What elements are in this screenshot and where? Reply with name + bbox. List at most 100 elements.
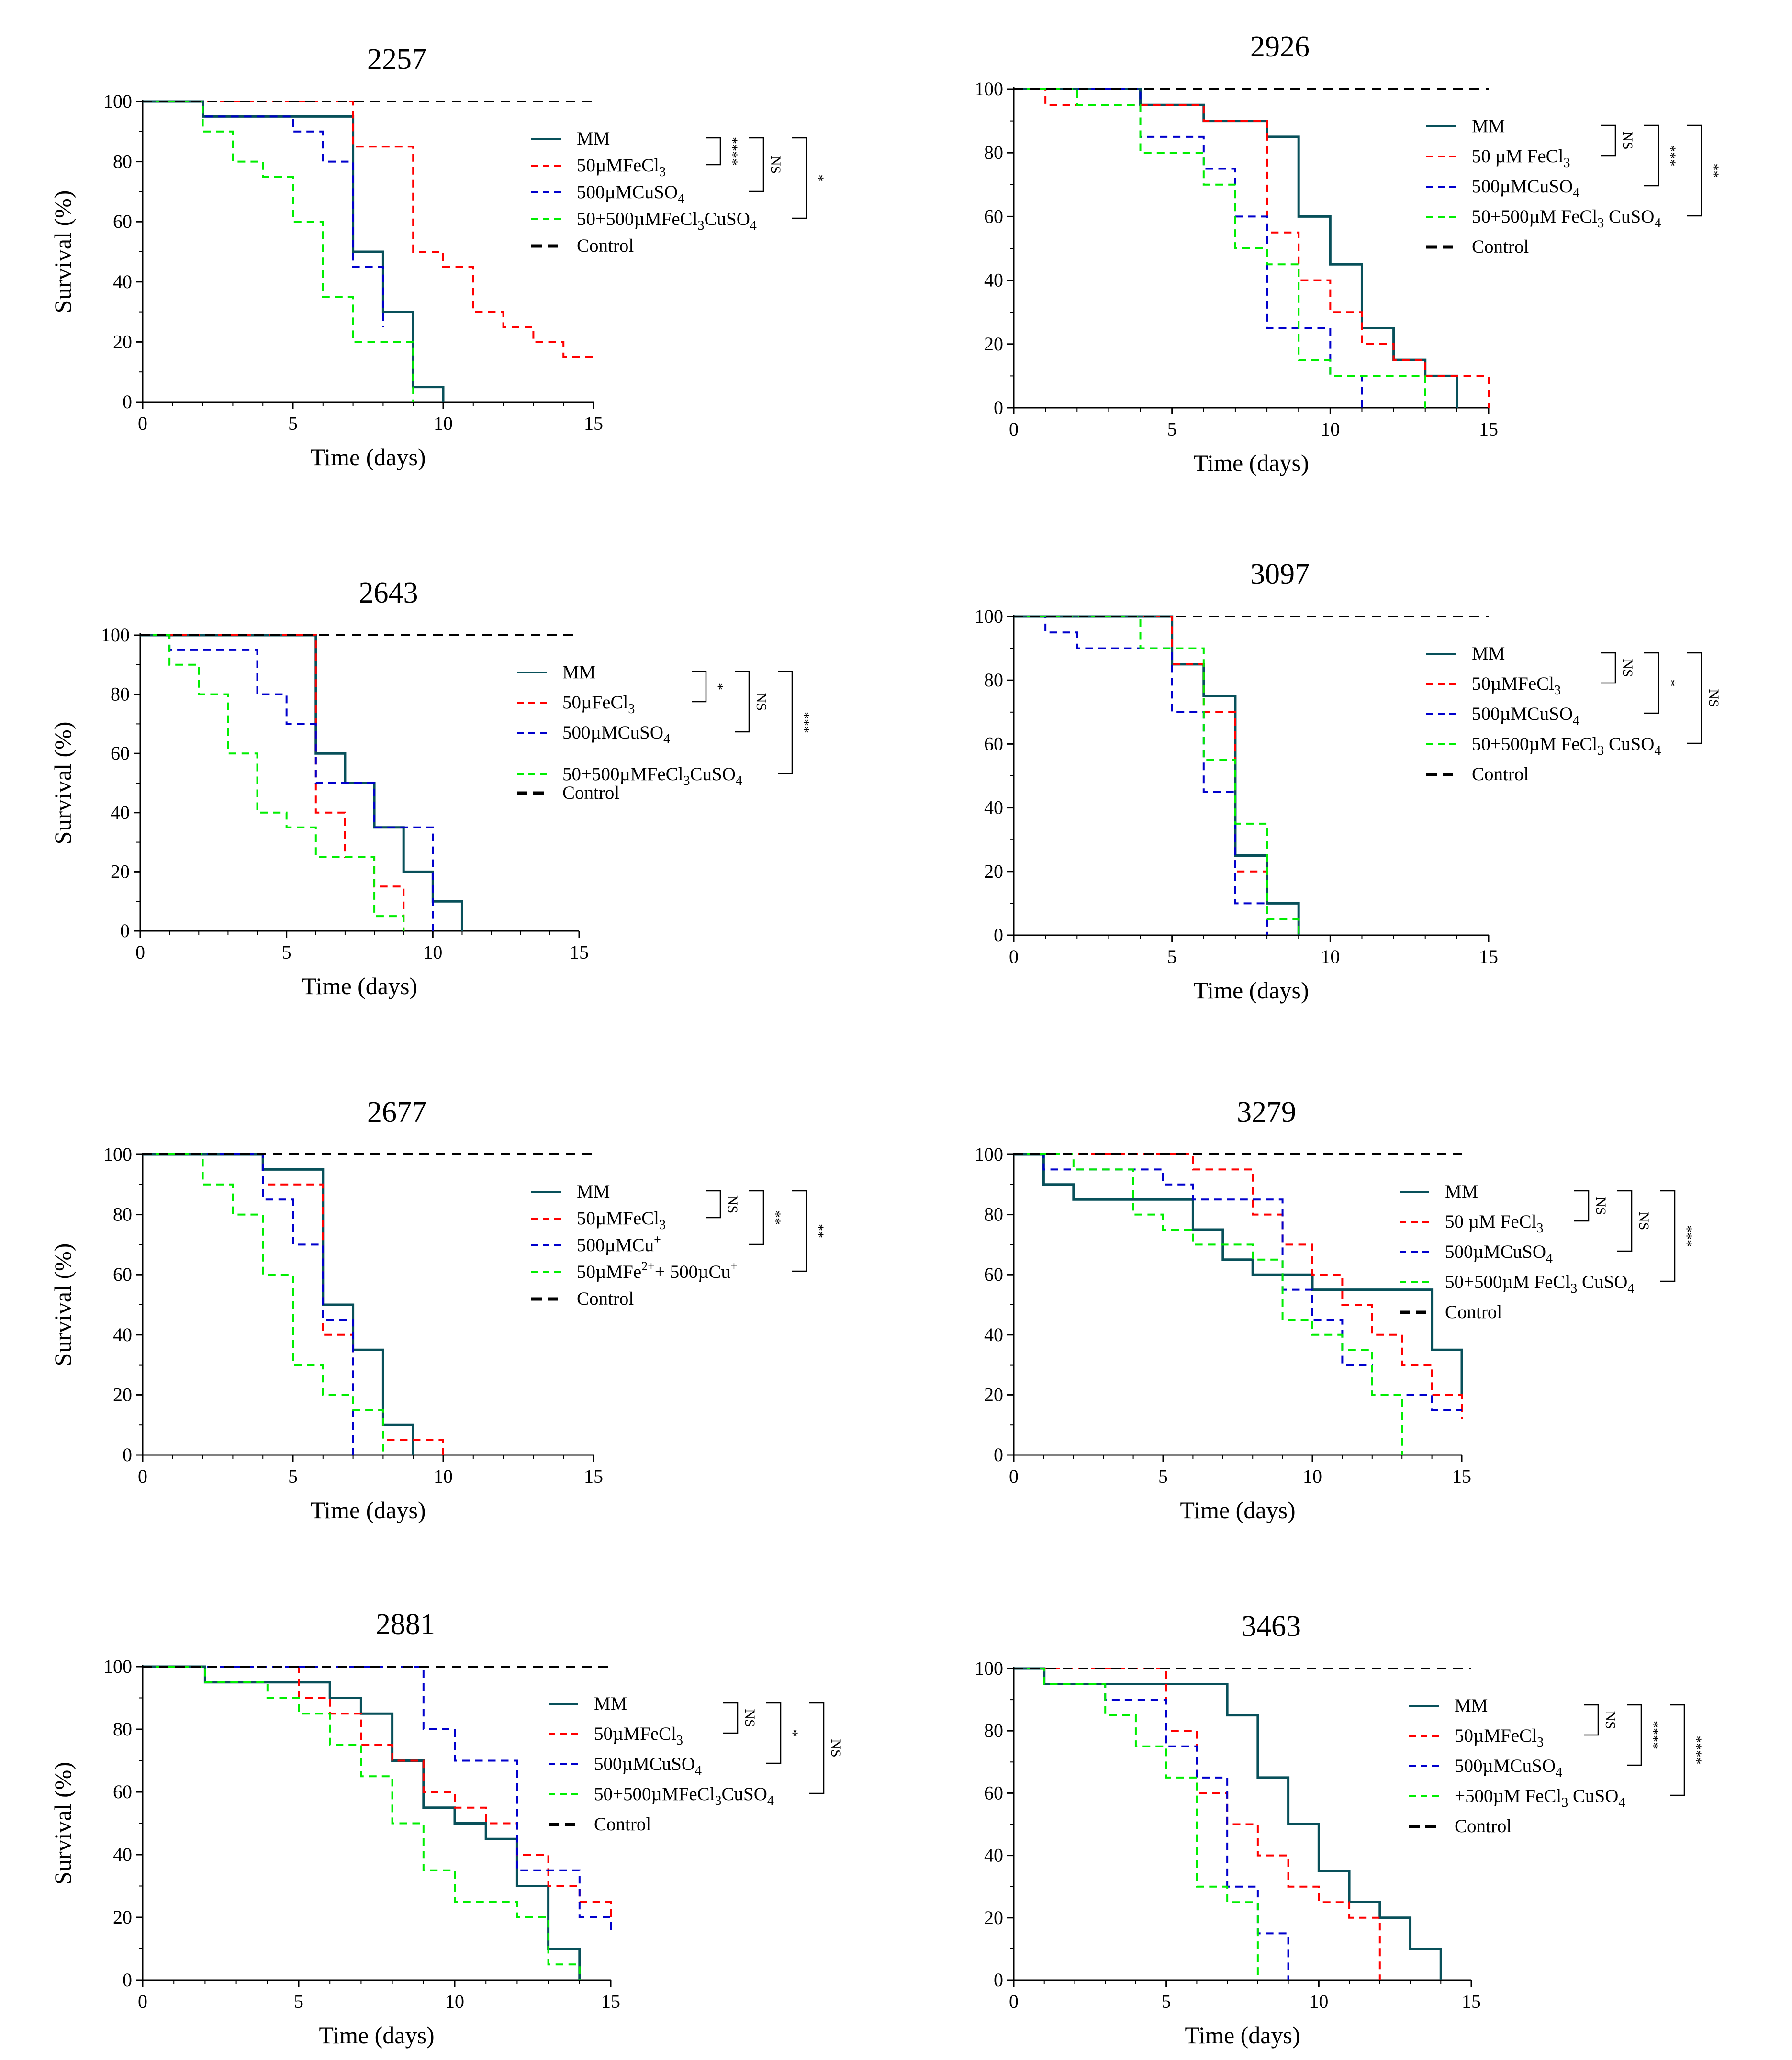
sig-label: ** xyxy=(1706,164,1722,178)
y-axis-label: Survival (%) xyxy=(49,1762,76,1885)
chart-title: 2926 xyxy=(1250,31,1310,63)
legend-label-MM: MM xyxy=(1445,1181,1478,1202)
sig-label: NS xyxy=(742,1709,758,1727)
series-line-Fe xyxy=(1014,88,1490,408)
x-tick-label: 0 xyxy=(138,413,147,434)
legend-label-Fe: 50µFeCl3 xyxy=(562,692,635,717)
series-line-Fe xyxy=(1014,616,1268,935)
sig-label: NS xyxy=(1636,1212,1652,1230)
panel-2677: 2677 0 5 10 15 0 20 40 60 80 100 Time (days) Surviva… xyxy=(49,1096,827,1523)
chart-title: 3463 xyxy=(1242,1610,1301,1643)
y-tick-label: 80 xyxy=(984,669,1003,691)
y-tick-label: 40 xyxy=(984,269,1003,291)
chart-title: 2881 xyxy=(376,1608,435,1641)
x-tick-label: 5 xyxy=(288,1466,298,1487)
series-line-MM xyxy=(1014,1667,1442,1980)
y-tick-label: 60 xyxy=(984,1264,1003,1285)
y-tick-label: 100 xyxy=(101,624,130,646)
x-tick-label: 10 xyxy=(1309,1991,1328,2012)
x-tick-label: 15 xyxy=(1462,1991,1481,2012)
y-axis-label: Survival (%) xyxy=(49,722,76,845)
legend-label-Fe: 50µMFeCl3 xyxy=(594,1724,683,1748)
x-tick-label: 15 xyxy=(1452,1466,1471,1487)
legend-label-Cu: 500µMCuSO4 xyxy=(1445,1242,1553,1266)
y-tick-label: 60 xyxy=(984,733,1003,754)
chart-title: 2677 xyxy=(367,1096,426,1129)
series-line-Cu xyxy=(140,634,434,931)
sig-label: NS xyxy=(753,693,769,711)
legend-label-Control: Control xyxy=(577,235,634,256)
sig-label: NS xyxy=(725,1195,740,1213)
legend-label-Combo: 50+500µM FeCl3 CuSO4 xyxy=(1445,1272,1634,1296)
x-tick-label: 5 xyxy=(282,941,291,963)
series-line-Fe xyxy=(1014,1668,1381,1980)
sig-label: NS xyxy=(1593,1197,1609,1215)
sig-label: * xyxy=(785,1730,801,1737)
y-tick-label: 20 xyxy=(984,861,1003,882)
series-line-Fe xyxy=(143,101,594,358)
panel-3279: 3279 0 5 10 15 0 20 40 60 80 100 Time (days) MM 50 µM… xyxy=(974,1096,1695,1523)
sig-bracket xyxy=(1584,1704,1599,1736)
y-axis-label: Survival (%) xyxy=(49,190,76,313)
series-line-Combo xyxy=(1014,1153,1403,1455)
legend-label-MM: MM xyxy=(1472,643,1505,664)
x-tick-label: 0 xyxy=(1009,1466,1019,1487)
y-tick-label: 20 xyxy=(984,333,1003,355)
sig-bracket xyxy=(792,1190,807,1272)
y-tick-label: 80 xyxy=(113,1204,132,1225)
sig-label: *** xyxy=(1663,145,1679,167)
y-tick-label: 100 xyxy=(974,1657,1003,1679)
legend-label-Cu: 500µMCuSO4 xyxy=(577,182,684,206)
sig-bracket xyxy=(1687,652,1702,744)
y-tick-label: 60 xyxy=(113,1781,132,1802)
x-tick-label: 10 xyxy=(434,413,453,434)
x-tick-label: 0 xyxy=(138,1466,147,1487)
y-tick-label: 100 xyxy=(103,1656,132,1677)
panel-2643: 2643 0 5 10 15 0 20 40 60 80 100 Time (days) Surviva… xyxy=(49,577,812,999)
x-tick-label: 15 xyxy=(1479,418,1498,440)
y-tick-label: 20 xyxy=(111,861,130,882)
sig-bracket xyxy=(723,1702,739,1734)
y-tick-label: 60 xyxy=(113,1264,132,1285)
y-tick-label: 40 xyxy=(113,271,132,292)
legend-label-Cu: 500µMCuSO4 xyxy=(562,722,670,747)
sig-label: **** xyxy=(725,137,740,166)
sig-label: NS xyxy=(1602,1711,1618,1729)
sig-bracket xyxy=(1601,652,1616,684)
legend-label-Fe: 50 µM FeCl3 xyxy=(1445,1211,1544,1236)
legend-label-Fe: 50µMFeCl3 xyxy=(1472,673,1561,698)
sig-bracket xyxy=(692,671,707,703)
x-axis-label: Time (days) xyxy=(319,2022,434,2049)
sig-bracket xyxy=(792,137,807,219)
chart-title: 3279 xyxy=(1237,1096,1296,1129)
y-tick-label: 80 xyxy=(984,142,1003,163)
series-line-Cu xyxy=(143,101,384,327)
sig-bracket xyxy=(1601,124,1616,157)
legend-label-Control: Control xyxy=(1472,236,1529,257)
series-line-Combo xyxy=(1014,1668,1259,1980)
sig-bracket xyxy=(1644,652,1659,714)
legend-label-Fe: 50µMFeCl3 xyxy=(1455,1725,1544,1750)
x-tick-label: 15 xyxy=(570,941,589,963)
y-tick-label: 40 xyxy=(113,1844,132,1865)
sig-label: NS xyxy=(828,1739,844,1757)
legend-label-MM: MM xyxy=(577,128,610,149)
sig-bracket xyxy=(1644,124,1659,187)
legend-label-Combo: 50+500µMFeCl3CuSO4 xyxy=(594,1784,774,1808)
y-tick-label: 0 xyxy=(123,391,132,413)
y-tick-label: 40 xyxy=(984,1845,1003,1866)
x-tick-label: 10 xyxy=(445,1991,464,2012)
series-line-MM xyxy=(1014,615,1300,935)
chart-title: 3097 xyxy=(1250,558,1310,591)
series-line-MM xyxy=(1014,1153,1463,1395)
chart-title: 2643 xyxy=(359,577,418,609)
y-tick-label: 100 xyxy=(974,78,1003,100)
x-tick-label: 0 xyxy=(138,1991,147,2012)
series-line-Fe xyxy=(143,1666,612,1917)
legend-label-Control: Control xyxy=(1455,1816,1512,1836)
legend-label-MM: MM xyxy=(594,1693,627,1714)
legend-label-Fe: 50µMFeCl3 xyxy=(577,1208,666,1232)
y-tick-label: 40 xyxy=(113,1324,132,1345)
x-axis-label: Time (days) xyxy=(310,1497,426,1523)
